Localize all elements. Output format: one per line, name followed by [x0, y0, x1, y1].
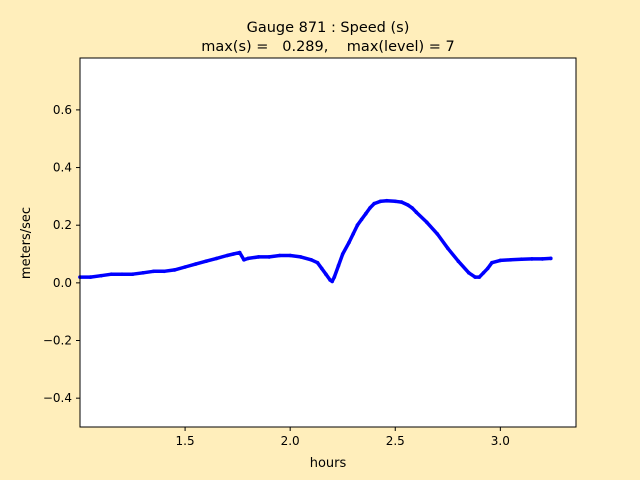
speed-data-point — [347, 240, 351, 245]
y-tick-label: −0.2 — [43, 334, 72, 348]
speed-data-point — [359, 217, 364, 222]
speed-data-point — [355, 223, 360, 227]
x-axis-ticks: 1.5 2.0 2.5 3.0 — [176, 427, 510, 448]
speed-data-point — [237, 250, 242, 255]
speed-data-point — [330, 279, 335, 284]
x-axis-label: hours — [310, 456, 347, 471]
speed-data-point — [456, 259, 461, 264]
chart-title-line1: Gauge 871 : Speed (s) — [247, 20, 410, 36]
plot-area — [80, 58, 576, 427]
speed-data-point — [225, 253, 229, 258]
speed-data-point — [549, 256, 553, 261]
speed-data-point — [425, 220, 429, 225]
speed-data-point — [336, 263, 341, 268]
speed-data-point — [277, 253, 282, 258]
data-layer — [78, 198, 553, 284]
speed-data-point — [414, 210, 419, 214]
speed-data-point — [519, 257, 524, 262]
speed-data-point — [490, 260, 494, 265]
speed-data-point — [340, 252, 345, 256]
speed-data-point — [88, 275, 93, 279]
speed-data-point — [267, 255, 272, 259]
speed-data-point — [204, 259, 208, 264]
x-tick-label: 3.0 — [491, 434, 510, 448]
speed-data-point — [324, 272, 328, 277]
speed-data-point — [288, 253, 293, 258]
speed-data-point — [435, 232, 440, 236]
speed-data-point — [473, 275, 477, 279]
y-tick-label: −0.4 — [43, 391, 72, 405]
speed-data-point — [151, 269, 156, 274]
speed-data-point — [467, 271, 471, 275]
speed-data-point — [368, 206, 372, 210]
speed-data-point — [509, 258, 513, 262]
speed-data-point — [319, 266, 324, 271]
speed-data-point — [351, 232, 356, 236]
speed-data-point — [410, 206, 414, 210]
speed-data-point — [298, 255, 303, 259]
speed-data-point — [530, 257, 534, 261]
speed-data-point — [172, 268, 177, 272]
speed-data-point — [109, 272, 114, 277]
speed-data-point — [183, 265, 187, 269]
speed-data-point — [485, 266, 490, 271]
speed-data-point — [242, 258, 246, 262]
speed-data-point — [309, 258, 314, 262]
speed-data-point — [120, 272, 124, 277]
speed-data-point — [99, 273, 103, 278]
speed-data-point — [231, 252, 236, 256]
x-tick-label: 2.0 — [281, 434, 300, 448]
speed-data-point — [256, 255, 261, 259]
x-tick-label: 1.5 — [176, 434, 195, 448]
speed-data-point — [364, 211, 368, 216]
speed-data-point — [393, 199, 398, 204]
chart-title-line2: max(s) = 0.289, max(level) = 7 — [201, 39, 455, 55]
speed-data-point — [246, 256, 250, 261]
x-tick-label: 2.5 — [386, 434, 405, 448]
y-axis-label: meters/sec — [19, 207, 34, 279]
speed-data-point — [162, 269, 166, 274]
speed-data-point — [130, 272, 135, 277]
speed-data-point — [406, 203, 410, 207]
y-tick-label: 0.4 — [53, 161, 72, 175]
speed-data-point — [540, 257, 545, 261]
y-axis-ticks: −0.4 −0.2 0.0 0.2 0.4 0.6 — [43, 103, 80, 405]
y-tick-label: 0.6 — [53, 103, 72, 117]
y-tick-label: 0.0 — [53, 276, 72, 290]
speed-data-point — [498, 258, 503, 263]
speed-data-point — [378, 199, 383, 204]
speed-data-point — [372, 201, 377, 206]
speed-data-point — [481, 271, 486, 275]
speed-data-point — [141, 271, 145, 275]
speed-data-point — [446, 246, 450, 251]
speed-data-point — [399, 200, 404, 204]
speed-data-point — [477, 275, 482, 279]
speed-data-point — [332, 275, 337, 279]
plot-frame — [79, 57, 577, 428]
speed-data-point — [385, 198, 389, 203]
speed-data-point — [214, 256, 219, 261]
speed-data-point — [193, 262, 198, 266]
speed-data-point — [315, 260, 320, 265]
y-tick-label: 0.2 — [53, 218, 72, 232]
